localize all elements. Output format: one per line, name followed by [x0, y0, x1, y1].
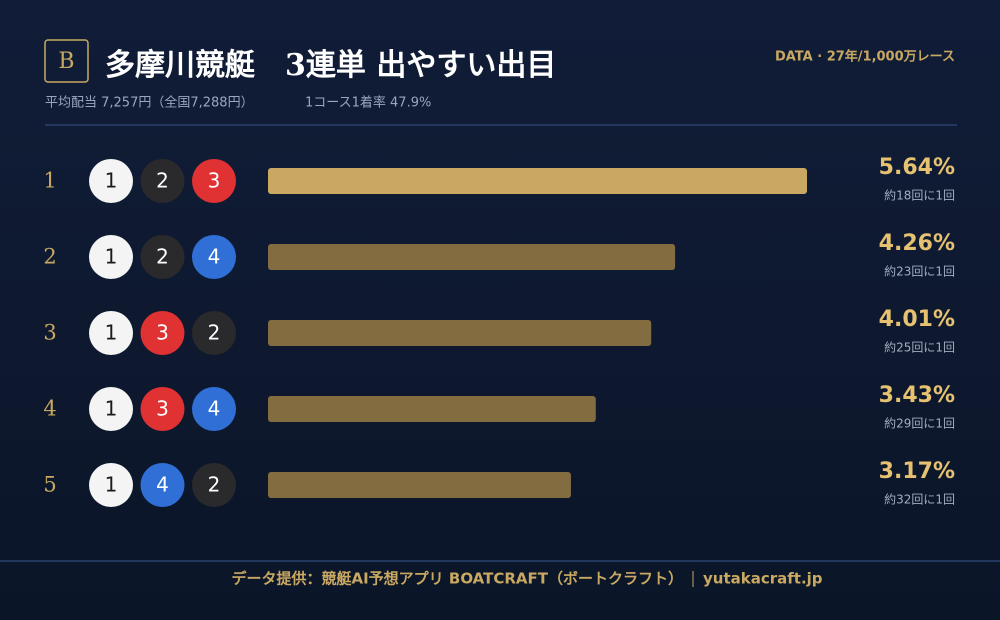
bar: [268, 396, 596, 422]
boat-number: 1: [105, 245, 118, 269]
frequency-label: 約25回に1回: [884, 340, 955, 355]
rank: 5: [43, 473, 56, 497]
boat-circle: [192, 387, 236, 431]
bar: [268, 472, 571, 498]
boat-number: 1: [105, 473, 118, 497]
boat-circle: [192, 159, 236, 203]
footer-site: yutakacraft.jp: [703, 570, 823, 588]
rank: 2: [43, 245, 56, 269]
boat-circle: [89, 311, 133, 355]
boat-circle: [140, 159, 185, 203]
bar: [268, 320, 652, 346]
value-label: 4.01%: [879, 307, 955, 332]
rank: 3: [43, 321, 56, 345]
boat-number: 2: [156, 245, 169, 269]
value-label: 3.17%: [879, 459, 955, 484]
source-note: DATA · 27年/1,000万レース: [775, 49, 955, 65]
bar: [268, 244, 676, 270]
boat-circle: [140, 235, 185, 279]
boat-circle: [192, 463, 236, 507]
boat-number: 2: [156, 169, 169, 193]
boat-circle: [140, 463, 185, 507]
boat-number: 2: [208, 321, 221, 345]
first-rate: 1コース1着率 47.9%: [305, 95, 431, 111]
boat-number: 1: [105, 321, 118, 345]
boat-number: 3: [156, 321, 169, 345]
title: 多摩川競艇 3連単 出やすい出目: [105, 48, 556, 83]
rows: 1 1 2 3 5.64% 約18回に1回 2 1 2 4 4.26% 約23回に1回 3 1 3 2 4.01…: [43, 155, 955, 507]
boat-number: 1: [105, 169, 118, 193]
frequency-label: 約32回に1回: [884, 492, 955, 507]
boat-circle: [140, 387, 185, 431]
boat-number: 4: [208, 245, 221, 269]
boat-circle: [192, 235, 236, 279]
value-label: 5.64%: [879, 155, 955, 180]
frequency-label: 約23回に1回: [884, 264, 955, 279]
rank: 4: [43, 397, 56, 421]
frequency-label: 約29回に1回: [884, 416, 955, 431]
frequency-label: 約18回に1回: [884, 188, 955, 203]
boat-number: 3: [208, 169, 221, 193]
boat-circle: [140, 311, 185, 355]
value-label: 4.26%: [879, 231, 955, 256]
value-label: 3.43%: [879, 383, 955, 408]
boat-circle: [89, 387, 133, 431]
boat-circle: [89, 235, 133, 279]
footer-credit: データ提供：競艇AI予想アプリ BOATCRAFT（ボートクラフト）: [231, 570, 683, 588]
boat-number: 4: [208, 397, 221, 421]
badge-box: [44, 39, 89, 83]
rank: 1: [43, 169, 56, 193]
boat-number: 4: [156, 473, 169, 497]
boat-number: 3: [156, 397, 169, 421]
boat-number: 2: [208, 473, 221, 497]
boat-circle: [192, 311, 236, 355]
bar: [268, 168, 807, 194]
payout: 平均配当 7,257円（全国7,288円）: [45, 95, 254, 111]
boat-circle: [89, 463, 133, 507]
boat-number: 1: [105, 397, 118, 421]
boat-circle: [89, 159, 133, 203]
badge: B: [58, 49, 74, 74]
